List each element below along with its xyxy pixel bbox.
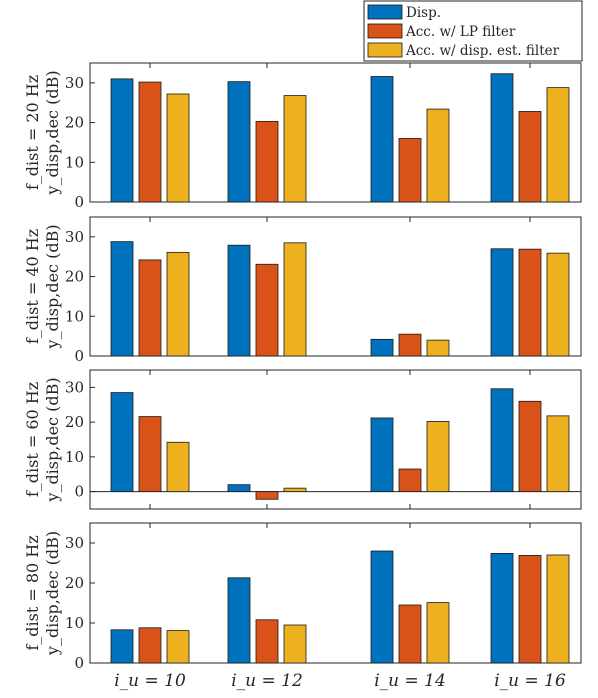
bar-disp <box>227 244 251 357</box>
y-tick-label: 0 <box>74 654 84 672</box>
bar-acc-w-lp-filter <box>518 248 542 357</box>
bar-acc-w-disp-est-filter <box>283 242 307 357</box>
x-tick-label: i_u = 16 <box>494 671 566 691</box>
bar-disp <box>227 577 251 664</box>
bar-acc-w-disp-est-filter <box>426 339 450 357</box>
y-tick-label: 30 <box>65 74 84 92</box>
bar-acc-w-disp-est-filter <box>166 630 190 664</box>
bar-disp <box>490 388 514 493</box>
legend-swatch <box>367 4 403 20</box>
bar-acc-w-disp-est-filter <box>166 93 190 203</box>
y-tick-label: 10 <box>65 448 84 466</box>
y-tick-label: 30 <box>65 534 84 552</box>
bar-acc-w-lp-filter <box>138 81 162 203</box>
bar-acc-w-lp-filter <box>138 416 162 493</box>
bar-acc-w-lp-filter <box>518 400 542 493</box>
y-axis-label: f_dist = 20 Hzy_disp,dec (dB) <box>23 70 62 195</box>
bar-acc-w-lp-filter <box>138 627 162 664</box>
bar-acc-w-disp-est-filter <box>166 251 190 357</box>
bar-acc-w-disp-est-filter <box>546 415 570 493</box>
legend-entry: Acc. w/ disp. est. filter <box>405 43 560 59</box>
bar-acc-w-lp-filter <box>398 468 422 493</box>
x-tick-labels: i_u = 10 i_u = 12 i_u = 14 i_u = 16 <box>114 671 566 691</box>
y-tick-label: 20 <box>65 114 84 132</box>
bar-acc-w-lp-filter <box>518 555 542 664</box>
y-axis-label: f_dist = 60 Hzy_disp,dec (dB) <box>23 377 62 502</box>
legend-entry: Disp. <box>406 5 441 21</box>
bar-acc-w-lp-filter <box>398 604 422 664</box>
legend-swatch <box>367 23 403 39</box>
y-tick-label: 20 <box>65 413 84 431</box>
y-tick-label: 0 <box>74 193 84 211</box>
bar-acc-w-lp-filter <box>255 619 279 664</box>
bar-acc-w-lp-filter <box>138 259 162 357</box>
panel-1: 0 10 20 30f_dist = 20 Hzy_disp,dec (dB) <box>23 62 582 211</box>
bar-acc-w-disp-est-filter <box>426 108 450 203</box>
bar-disp <box>370 76 394 203</box>
y-tick-label: 0 <box>74 483 84 501</box>
bar-acc-w-disp-est-filter <box>283 624 307 664</box>
bar-disp <box>227 81 251 203</box>
bar-acc-w-disp-est-filter <box>283 487 307 493</box>
bar-acc-w-disp-est-filter <box>546 87 570 203</box>
bar-acc-w-disp-est-filter <box>283 95 307 203</box>
y-tick-label: 30 <box>65 228 84 246</box>
bar-disp <box>110 241 134 357</box>
y-tick-label: 0 <box>74 347 84 365</box>
legend: Disp. Acc. w/ LP filter Acc. w/ disp. est.… <box>363 0 583 62</box>
x-tick-label: i_u = 12 <box>231 671 303 691</box>
bar-disp <box>227 484 251 493</box>
y-tick-label: 30 <box>65 378 84 396</box>
bar-acc-w-lp-filter <box>255 120 279 203</box>
bar-acc-w-lp-filter <box>518 111 542 203</box>
bar-disp <box>370 550 394 664</box>
y-tick-label: 10 <box>65 614 84 632</box>
y-axis-label: f_dist = 40 Hzy_disp,dec (dB) <box>23 224 62 349</box>
y-tick-label: 20 <box>65 574 84 592</box>
legend-swatch <box>367 42 403 58</box>
bar-acc-w-lp-filter <box>255 491 279 500</box>
bar-acc-w-disp-est-filter <box>546 252 570 357</box>
bar-acc-w-disp-est-filter <box>166 441 190 493</box>
bar-disp <box>490 553 514 664</box>
bar-disp <box>110 392 134 493</box>
bar-disp <box>370 338 394 357</box>
bar-acc-w-disp-est-filter <box>426 602 450 664</box>
x-tick-label: i_u = 14 <box>374 671 446 691</box>
bar-acc-w-disp-est-filter <box>546 554 570 664</box>
bar-acc-w-lp-filter <box>255 263 279 357</box>
panel-3: 0 10 20 30f_dist = 60 Hzy_disp,dec (dB) <box>23 369 582 510</box>
bar-disp <box>370 417 394 493</box>
y-tick-label: 20 <box>65 268 84 286</box>
bar-disp <box>110 78 134 203</box>
bar-acc-w-lp-filter <box>398 138 422 203</box>
bar-disp <box>110 629 134 664</box>
bar-disp <box>490 73 514 203</box>
bar-acc-w-lp-filter <box>398 333 422 357</box>
x-tick-label: i_u = 10 <box>114 671 186 691</box>
y-tick-label: 10 <box>65 153 84 171</box>
legend-entry: Acc. w/ LP filter <box>405 24 516 40</box>
y-axis-label: f_dist = 80 Hzy_disp,dec (dB) <box>23 531 62 656</box>
bar-disp <box>490 248 514 357</box>
y-tick-label: 10 <box>65 307 84 325</box>
panel-2: 0 10 20 30f_dist = 40 Hzy_disp,dec (dB) <box>23 216 582 365</box>
panel-4: 0 10 20 30f_dist = 80 Hzy_disp,dec (dB) <box>23 522 582 672</box>
bar-acc-w-disp-est-filter <box>426 421 450 493</box>
